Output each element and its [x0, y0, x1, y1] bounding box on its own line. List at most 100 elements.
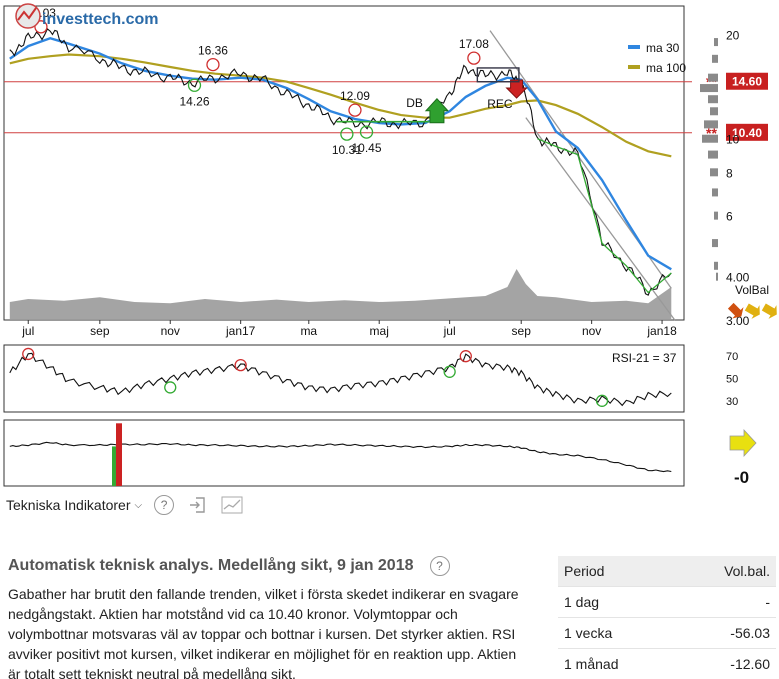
analysis-section: Automatisk teknisk analys. Medellång sik… [8, 556, 528, 679]
volbal-cell: -12.60 [674, 647, 776, 679]
brand-logo-mark [17, 7, 37, 21]
resistance-label-box [726, 72, 768, 90]
x-tick-label: nov [582, 324, 601, 338]
y-tick-label: 8 [726, 166, 733, 180]
indicator-toolbar: Tekniska Indikatorer ⌵ ? [6, 490, 244, 520]
export-icon[interactable] [186, 494, 210, 516]
x-tick-label: sep [512, 324, 532, 338]
x-tick-label: jan17 [225, 324, 256, 338]
x-tick-label: maj [370, 324, 389, 338]
buy-signal-arrow [424, 98, 450, 124]
table-row: 1 vecka -56.03 [558, 616, 776, 648]
question-circle-icon[interactable]: ? [429, 556, 450, 576]
stock-chart: 14.60 ** 10.40 ** 21.03 16.36 14.26 12.09 10.31 1… [3, 3, 777, 487]
price-histogram-bar [714, 38, 718, 47]
y-tick-label: 4.00 [726, 271, 750, 285]
table-row: 1 dag - [558, 585, 776, 617]
rsi-top-marker [234, 358, 247, 372]
price-label: 10.31 [332, 143, 362, 157]
top-marker [206, 57, 220, 72]
volbal-arrow-icon [744, 303, 760, 319]
buy-signal-label: DB [406, 96, 423, 110]
price-histogram-bar [714, 211, 718, 220]
table-row: 1 månad -12.60 [558, 647, 776, 679]
resistance-label: 10.40 [732, 126, 762, 140]
price-histogram-bar [710, 168, 718, 177]
analysis-title: Automatisk teknisk analys. Medellång sik… [8, 557, 414, 574]
chevron-down-icon[interactable]: ⌵ [134, 499, 143, 511]
volbal-arrow-icon [727, 302, 744, 319]
x-tick-label: sep [90, 324, 110, 338]
analysis-text: Gabather har brutit den fallande trenden… [8, 586, 519, 679]
help-glyph: ? [154, 495, 175, 515]
bottom-marker [340, 127, 354, 141]
column-header-period: Period [558, 556, 675, 586]
rsi-bottom-marker [595, 394, 609, 407]
column-header-volbal: Vol.bal. [674, 556, 776, 586]
rsi-tick-label: 30 [726, 396, 738, 408]
trend-channel-line [525, 117, 676, 321]
price-histogram-bar [712, 188, 718, 197]
ma100-line [9, 53, 672, 158]
price-histogram-bar [714, 261, 718, 270]
x-tick-label: jul [443, 324, 456, 338]
y-tick-label: 20 [726, 28, 740, 42]
resistance-marker: ** [706, 125, 717, 141]
price-histogram-bar [712, 54, 718, 63]
rsi-bottom-marker [164, 381, 177, 394]
resistance-marker: ** [706, 74, 717, 90]
volbal-cell: -56.03 [674, 616, 776, 648]
price-histogram-bar [704, 120, 718, 129]
y-tick-label: 10 [726, 133, 740, 147]
volbal-cell: - [674, 585, 776, 617]
period-cell: 1 vecka [558, 616, 675, 648]
price-histogram-bar [702, 134, 718, 143]
x-tick-label: ma [300, 324, 317, 338]
rsi-line [9, 352, 672, 407]
price-panel-frame [3, 5, 685, 321]
table-header-row: Period Vol.bal. [558, 556, 776, 586]
price-histogram-bar [712, 239, 718, 248]
ma30-line [9, 36, 672, 271]
line-chart-icon[interactable] [220, 494, 244, 516]
indicators-dropdown[interactable]: Tekniska Indikatorer [6, 497, 131, 513]
sell-pattern-box [476, 67, 520, 83]
rsi-top-marker [459, 350, 472, 363]
price-histogram-bar [710, 107, 718, 116]
price-line-green [537, 138, 672, 294]
volbal-panel-frame [3, 419, 685, 487]
price-line [9, 28, 672, 296]
question-circle-icon[interactable]: ? [152, 494, 176, 516]
rsi-panel-frame [3, 344, 685, 413]
volbal-value-label: -0 [734, 468, 749, 487]
x-tick-label: jan18 [646, 324, 677, 338]
rsi-bottom-marker [443, 365, 456, 378]
rsi-tick-label: 70 [726, 351, 738, 363]
volbal-arrow-icon [761, 303, 777, 319]
sell-signal-arrow [505, 79, 528, 99]
top-marker [348, 103, 362, 117]
volume-area [9, 269, 672, 320]
y-tick-label: 6 [726, 210, 733, 224]
resistance-label-box [726, 123, 768, 141]
resistance-label: 14.60 [732, 75, 762, 89]
legend-swatch [628, 45, 640, 49]
legend-swatch [628, 65, 640, 69]
x-tick-label: jul [21, 324, 34, 338]
bottom-marker [359, 125, 374, 139]
top-marker [34, 20, 48, 34]
period-table: Period Vol.bal. 1 dag - 1 vecka -56.03 1… [558, 556, 776, 679]
volbal-side-label: VolBal [735, 283, 769, 297]
volbal-direction-arrow-icon [729, 428, 757, 458]
legend-label: ma 100 [646, 61, 686, 75]
x-tick-label: nov [161, 324, 180, 338]
rsi-top-marker [22, 347, 35, 361]
price-histogram-bar [708, 95, 718, 104]
y-tick-label: 3.00 [726, 314, 750, 328]
price-histogram-bar [708, 73, 718, 82]
price-histogram-bar [716, 272, 718, 281]
price-histogram-bar [700, 84, 718, 93]
price-label: 10.45 [351, 141, 381, 155]
period-cell: 1 månad [558, 647, 675, 679]
